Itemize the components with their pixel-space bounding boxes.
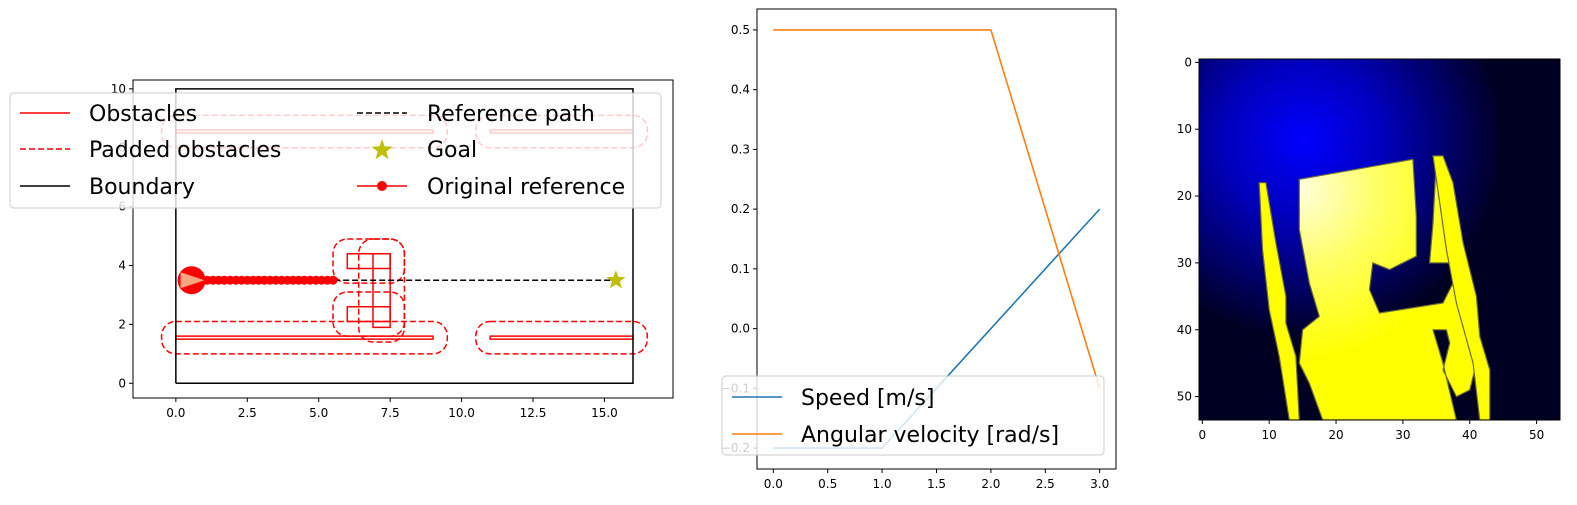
obstacle xyxy=(346,252,391,270)
x-tick-label: 0.0 xyxy=(764,477,783,491)
legend-reference-label: Reference path xyxy=(427,102,595,127)
occupancy-heatmap: 0 10 20 30 40 50 0 10 20 30 40 50 xyxy=(1177,55,1561,442)
legend-goal-label: Goal xyxy=(427,138,477,163)
x-tick-label: 0 xyxy=(1199,428,1207,442)
goal-star xyxy=(606,270,626,289)
legend-obstacles-label: Obstacles xyxy=(89,102,197,127)
map-legend: Obstacles Padded obstacles Boundary Refe… xyxy=(9,92,662,209)
map-legend-box xyxy=(9,92,662,209)
padded-obstacle xyxy=(332,238,406,284)
y-tick-label: 0.0 xyxy=(731,322,750,336)
x-tick-label: 5.0 xyxy=(309,406,328,420)
legend-angular-label: Angular velocity [rad/s] xyxy=(801,423,1059,448)
y-tick-label: 0.2 xyxy=(731,202,750,216)
obstacle xyxy=(175,335,434,340)
y-tick-label: 0.5 xyxy=(731,23,750,37)
y-tick-label: 0.1 xyxy=(731,262,750,276)
map-chart: 0.02.55.07.510.012.515.00246810 xyxy=(111,79,674,420)
y-tick-label: 50 xyxy=(1177,390,1192,404)
legend-speed-label: Speed [m/s] xyxy=(801,386,934,411)
y-tick-label: 10 xyxy=(1177,122,1192,136)
padded-obstacle xyxy=(357,238,406,343)
obstacle xyxy=(489,335,634,340)
padded-obstacle xyxy=(160,320,449,355)
original-reference-point xyxy=(328,275,338,285)
y-tick-label: 2 xyxy=(118,317,126,331)
y-tick-label: 0 xyxy=(118,376,126,390)
y-tick-label: 20 xyxy=(1177,189,1192,203)
y-tick-label: 10 xyxy=(111,82,126,96)
y-tick-label: 0 xyxy=(1184,55,1192,69)
heatmap-axes-frame xyxy=(1198,58,1561,421)
x-tick-label: 2.0 xyxy=(981,477,1000,491)
y-tick-label: 4 xyxy=(118,259,126,273)
map-axes-frame xyxy=(132,79,674,399)
x-tick-label: 0.5 xyxy=(818,477,837,491)
free-space-region xyxy=(1258,182,1300,420)
x-tick-label: 7.5 xyxy=(381,406,400,420)
obstacle xyxy=(346,305,391,323)
x-tick-label: 2.5 xyxy=(238,406,257,420)
series-line-1 xyxy=(773,29,1101,389)
x-tick-label: 0.0 xyxy=(166,406,185,420)
x-tick-label: 2.5 xyxy=(1036,477,1055,491)
padded-obstacle xyxy=(475,320,649,355)
velocity-legend-box xyxy=(721,375,1105,456)
legend-goal-star xyxy=(371,139,393,160)
x-tick-label: 1.0 xyxy=(873,477,892,491)
robot-heading xyxy=(180,272,205,289)
x-tick-label: 50 xyxy=(1529,428,1544,442)
x-tick-label: 3.0 xyxy=(1090,477,1109,491)
x-tick-label: 10.0 xyxy=(448,406,475,420)
padded-obstacle xyxy=(332,291,406,337)
x-tick-label: 10 xyxy=(1262,428,1277,442)
velocity-legend: Speed [m/s] Angular velocity [rad/s] xyxy=(721,375,1105,456)
x-tick-label: 40 xyxy=(1462,428,1477,442)
x-tick-label: 20 xyxy=(1328,428,1343,442)
x-tick-label: 30 xyxy=(1395,428,1410,442)
legend-original-marker xyxy=(377,181,387,191)
legend-original-label: Original reference xyxy=(427,175,625,200)
x-tick-label: 12.5 xyxy=(520,406,547,420)
legend-padded-label: Padded obstacles xyxy=(89,138,281,163)
y-tick-label: 40 xyxy=(1177,323,1192,337)
y-tick-label: 30 xyxy=(1177,256,1192,270)
legend-boundary-label: Boundary xyxy=(89,175,195,200)
free-space-region xyxy=(1432,155,1491,420)
obstacle xyxy=(372,252,391,329)
y-tick-label: 0.4 xyxy=(731,83,750,97)
y-tick-label: 0.3 xyxy=(731,142,750,156)
x-tick-label: 1.5 xyxy=(927,477,946,491)
x-tick-label: 15.0 xyxy=(591,406,618,420)
